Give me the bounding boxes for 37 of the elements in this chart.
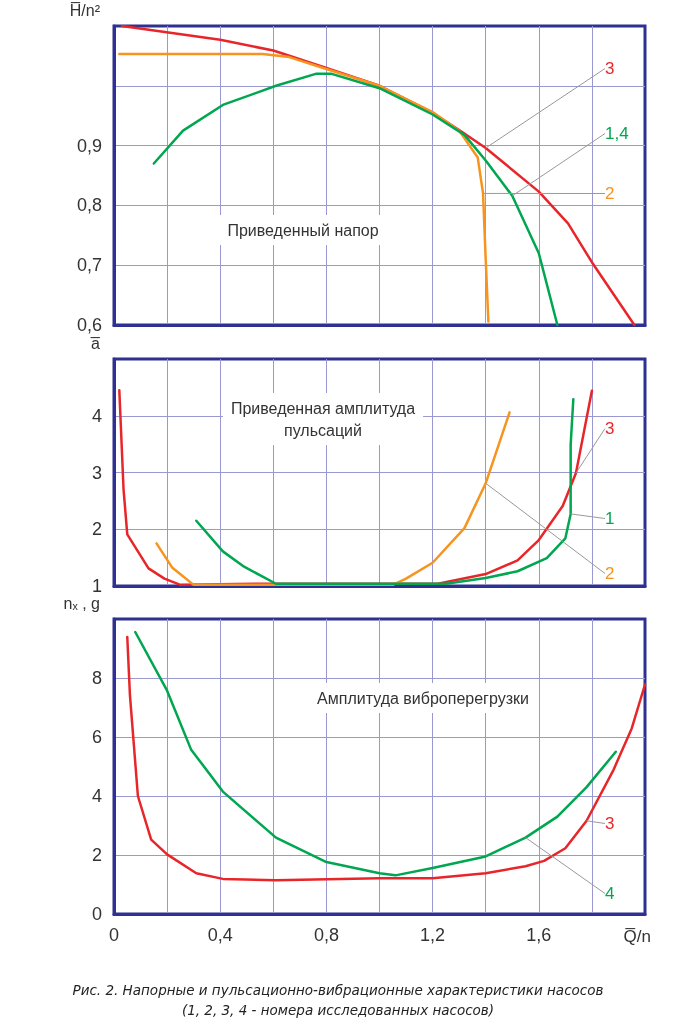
x-tick-label: 1,2 [420,925,446,945]
text: 3 [605,59,615,78]
x-tick-label: 1,6 [526,925,552,945]
y-tick-label: 1 [91,576,102,596]
y-tick-label: 4 [91,405,102,426]
y-tick-label: 4 [91,786,102,806]
x-tick-label: 0,4 [207,925,233,945]
text: Приведенная амплитуда пульсаций [230,399,416,439]
y-tick-label: 2 [91,845,102,865]
x-tick-label: 0 [108,925,120,945]
line-series [118,52,490,323]
y-tick-label: 2 [91,519,102,540]
y-tick-label: 8 [91,668,102,688]
series-label: 3 [605,814,615,833]
y-axis-title: H̅/n² [69,1,101,19]
series-label: 3 [605,419,615,438]
y-tick-label: 0,7 [76,255,102,276]
line-series [195,398,575,585]
y-tick-label: 0 [91,904,102,924]
y-tick-label: 0,9 [76,135,102,156]
y-tick-label: 6 [91,727,102,747]
y-tick-label: 0,8 [76,195,102,216]
y-tick-label: 0,6 [76,315,102,335]
text: Рис. 2. Напорные и пульсационно-вибрационные характеристики насосов (1, 2, 3, 4 - номера исследованных насосов) [71,981,605,1020]
line-series [152,72,559,327]
text: Приведенный напор [227,221,379,239]
x-axis-title: Q̅/n [623,927,651,946]
y-tick-label: 3 [91,462,102,483]
text: 2 [605,564,615,583]
text: 1 [605,509,615,528]
text: 4 [605,884,615,903]
x-tick-label: 0,8 [313,925,339,945]
text: 2 [605,184,615,203]
text: Амплитуда виброперегрузки [317,689,529,707]
y-axis-title: a̅ [90,334,101,352]
text: 1,4 [605,124,629,143]
y-axis-title: nₓ , g [63,594,100,612]
